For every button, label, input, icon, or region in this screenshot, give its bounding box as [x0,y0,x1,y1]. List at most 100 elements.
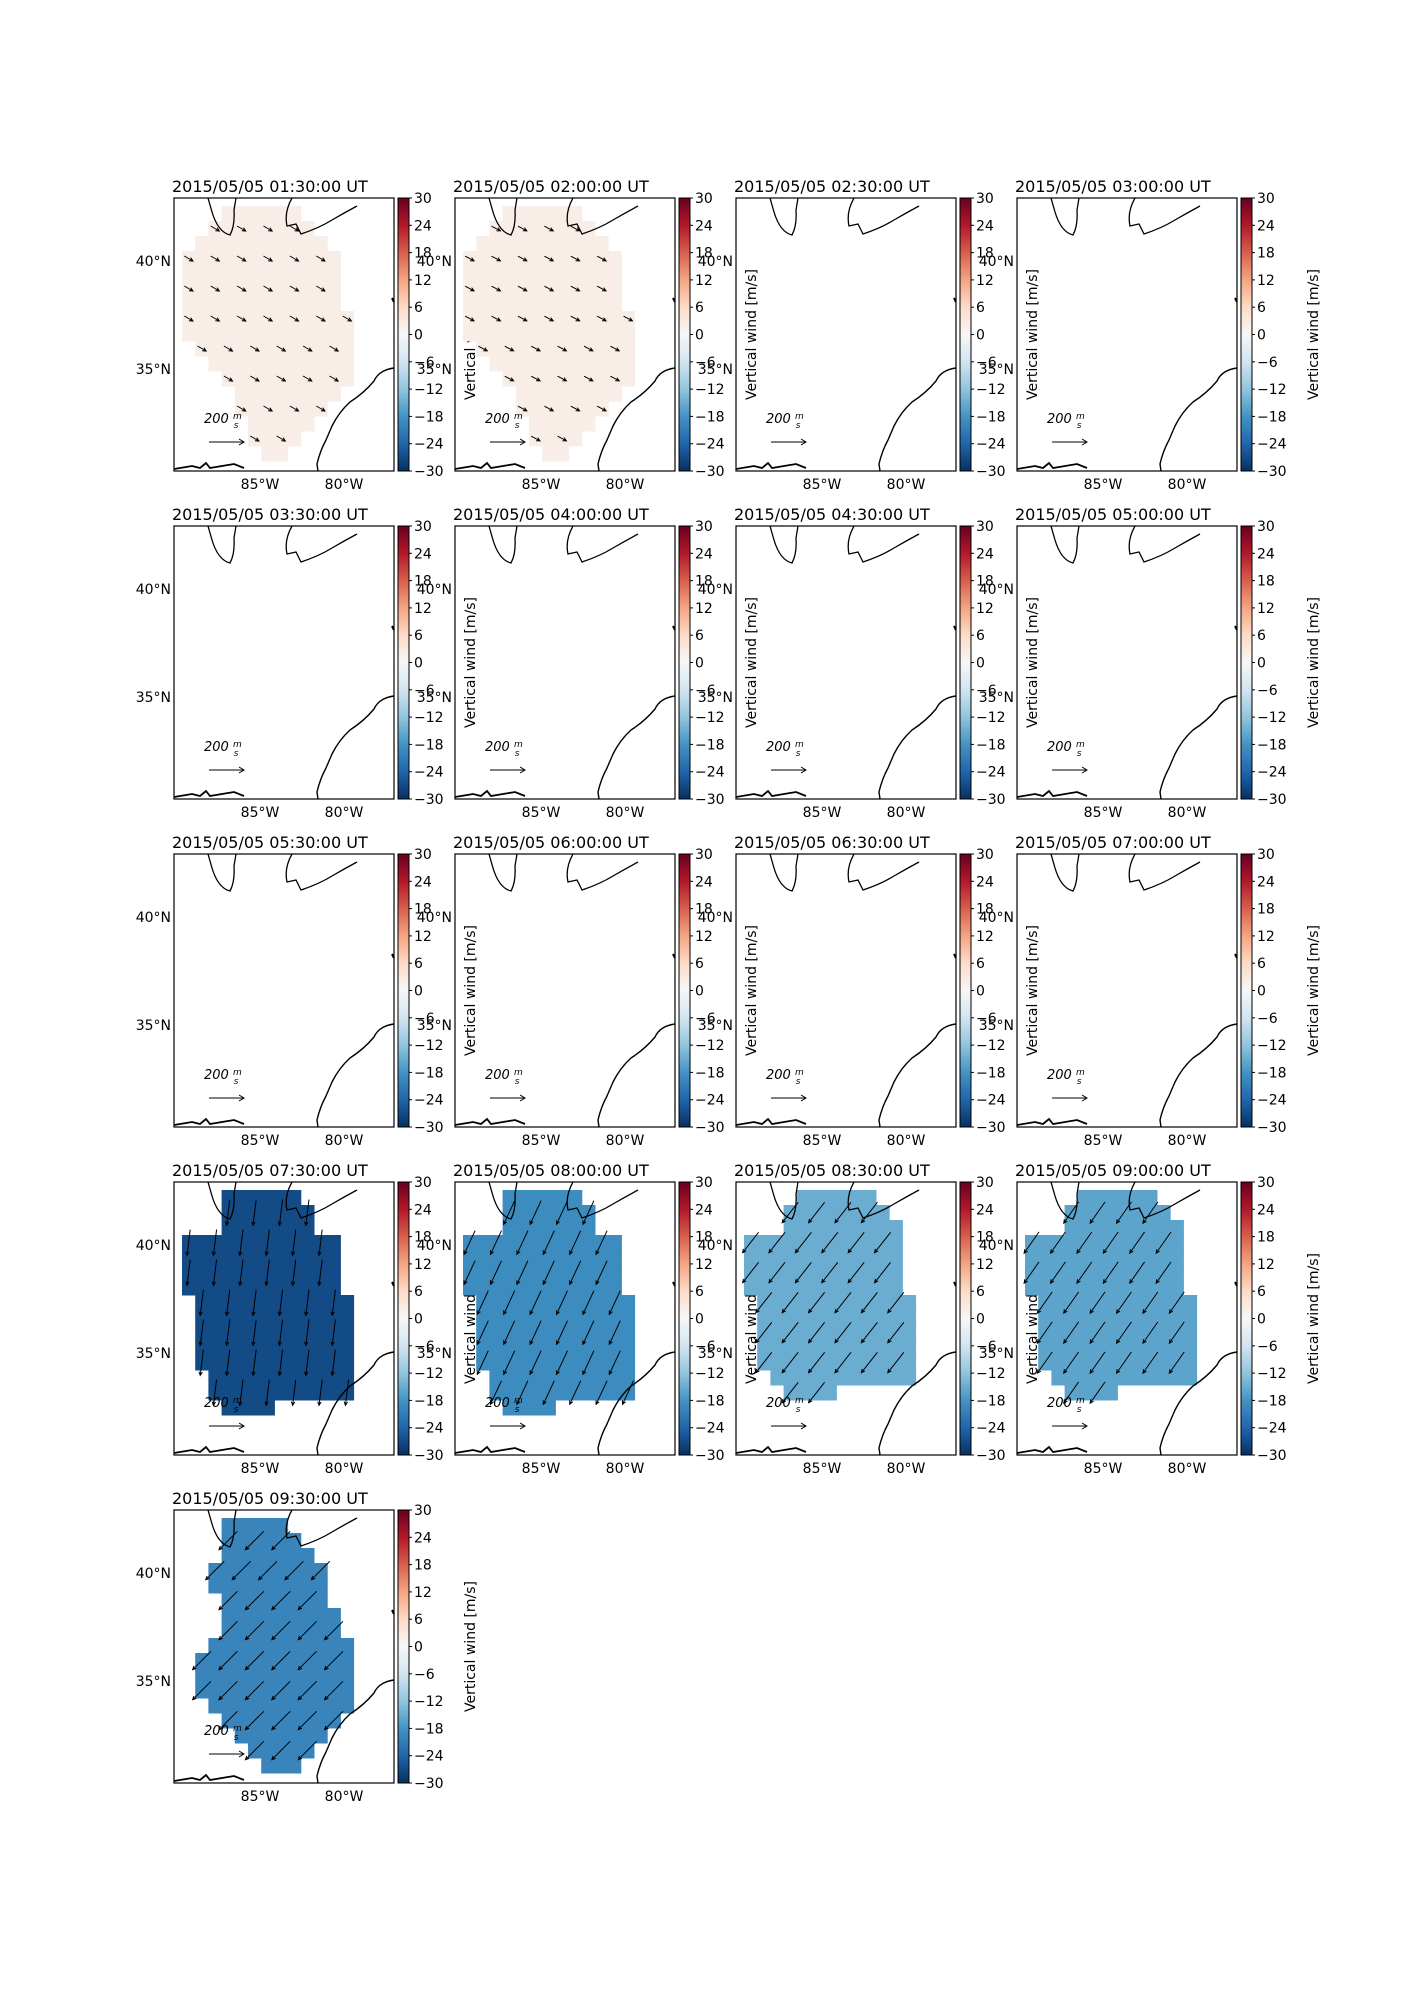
wind-vector-arrow [244,1710,265,1731]
map-axes-frame [1016,853,1238,1128]
wind-cell-row [1064,1220,1184,1236]
wind-vector-arrow [860,1321,878,1344]
wind-vector-arrow [768,1231,786,1254]
colorbar-tick-label: 0 [414,1312,423,1328]
wind-vector-arrow [517,405,528,412]
wind-cell-row [783,1205,890,1221]
lat-tick-label: 35°N [979,1018,1014,1034]
wind-vector-arrow [807,1381,825,1404]
colorbar-tick-label: −30 [414,1448,444,1464]
colorbar-tick-label: 24 [414,1202,432,1218]
wind-vector-arrow [503,1350,516,1376]
wind-vector-arrow [251,1349,257,1377]
colorbar-tick-label: 18 [1257,246,1275,262]
wind-vector-arrow [184,255,194,262]
colorbar-tick-label: 30 [414,191,432,207]
lake-erie-coast [285,526,358,563]
wind-vector-arrow [1063,1291,1080,1315]
lake-erie-coast [566,1182,639,1219]
colorbar-tick-label: −24 [414,765,444,781]
lon-tick-label: 85°W [803,477,842,493]
wind-vector-arrow [608,1290,621,1316]
colorbar-tick-label: 18 [1257,574,1275,590]
wind-vector-arrow [284,1560,304,1581]
lon-tick-label: 85°W [241,1789,280,1805]
wind-vector-arrow [1142,1291,1159,1315]
lat-tick-label: 35°N [136,1674,171,1690]
lat-tick-label: 35°N [698,1018,733,1034]
wind-vector-arrow [276,375,287,382]
wind-vector-arrow [329,375,340,382]
wind-vector-arrow [263,315,274,322]
panel-title: 2015/05/05 06:30:00 UT [734,833,930,852]
colorbar-tick-label: 12 [695,601,713,617]
colorbar-tick-label: 30 [1257,1175,1275,1191]
wind-vector-arrow [224,1289,231,1317]
wind-cell-row [529,431,583,447]
wind-cell-row [195,1295,355,1311]
wind-vector-arrow [517,255,528,262]
atlantic-coastline [1159,1023,1237,1127]
wind-cell-row [182,1280,341,1296]
colorbar-tick-label: −18 [1257,409,1287,425]
wind-vector-arrow [463,1230,476,1256]
colorbar-tick-label: −30 [1257,1448,1287,1464]
gulf-coastline [736,1117,807,1126]
lat-tick-label: 35°N [417,690,452,706]
wind-vector-arrow [555,1200,568,1226]
wind-vector-arrow [1049,1231,1066,1255]
map-axes-frame [173,525,395,800]
colorbar-tick-label: −6 [1257,1339,1278,1355]
wind-cell-row [221,1533,302,1549]
colorbar-tick-label: −12 [414,1366,444,1382]
wind-cell-row [248,416,315,432]
wind-vector-arrow [807,1351,825,1374]
wind-vector-arrow [236,405,247,412]
colorbar-tick-label: −18 [695,1393,725,1409]
colorbar-tick-label: −12 [695,1366,725,1382]
wind-vector-arrow [1115,1291,1132,1315]
wind-cell-row [529,416,596,432]
colorbar-tick-label: −12 [695,710,725,726]
lon-tick-label: 80°W [606,1461,645,1477]
gulf-coastline [1017,1117,1088,1126]
wind-vector-arrow [834,1351,852,1374]
atlantic-coastline [878,1023,956,1127]
wind-vector-arrow [323,1650,344,1671]
wind-vector-arrow [610,375,621,382]
lat-tick-label: 40°N [136,910,171,926]
wind-vector-arrow [544,255,555,262]
wind-vector-arrow [1036,1291,1053,1315]
colorbar-tick-label: 30 [414,847,432,863]
wind-cell-row [221,371,355,387]
map-axes-frame [1016,525,1238,800]
wind-cell-row [221,206,302,222]
map-panel: 2015/05/05 02:30:00 UT 40°N 35°N 85°W 80°W 20… [698,177,1041,493]
atlantic-coastline [316,1023,394,1127]
lake-michigan-coast [1050,198,1080,236]
panel-title: 2015/05/05 02:00:00 UT [453,177,649,196]
colorbar-tick-label: 6 [695,956,704,972]
colorbar-tick-label: 0 [1257,1312,1266,1328]
wind-vector-arrow [542,1380,555,1406]
colorbar [959,853,972,1128]
colorbar-tick-label: 6 [1257,956,1266,972]
wind-cell-row [515,401,609,417]
wind-cell-row [463,326,636,342]
colorbar [678,525,691,800]
wind-vector-arrow [544,315,555,322]
wind-vector-arrow [277,1319,284,1347]
colorbar-tick-label: −6 [1257,683,1278,699]
colorbar-tick-label: 6 [695,1284,704,1300]
colorbar-tick-label: −12 [414,382,444,398]
colorbar-tick-label: −24 [695,1421,725,1437]
colorbar-tick-label: 0 [414,328,423,344]
wind-cell-row [221,1548,315,1564]
wind-vector-arrow [504,375,515,382]
wind-vector-arrow [847,1261,865,1284]
colorbar-tick-label: 0 [695,656,704,672]
colorbar-tick-label: 6 [976,1284,985,1300]
map-panel: 2015/05/05 07:00:00 UT 40°N 35°N 85°W 80°W 20… [979,833,1322,1149]
lon-tick-label: 80°W [325,477,364,493]
